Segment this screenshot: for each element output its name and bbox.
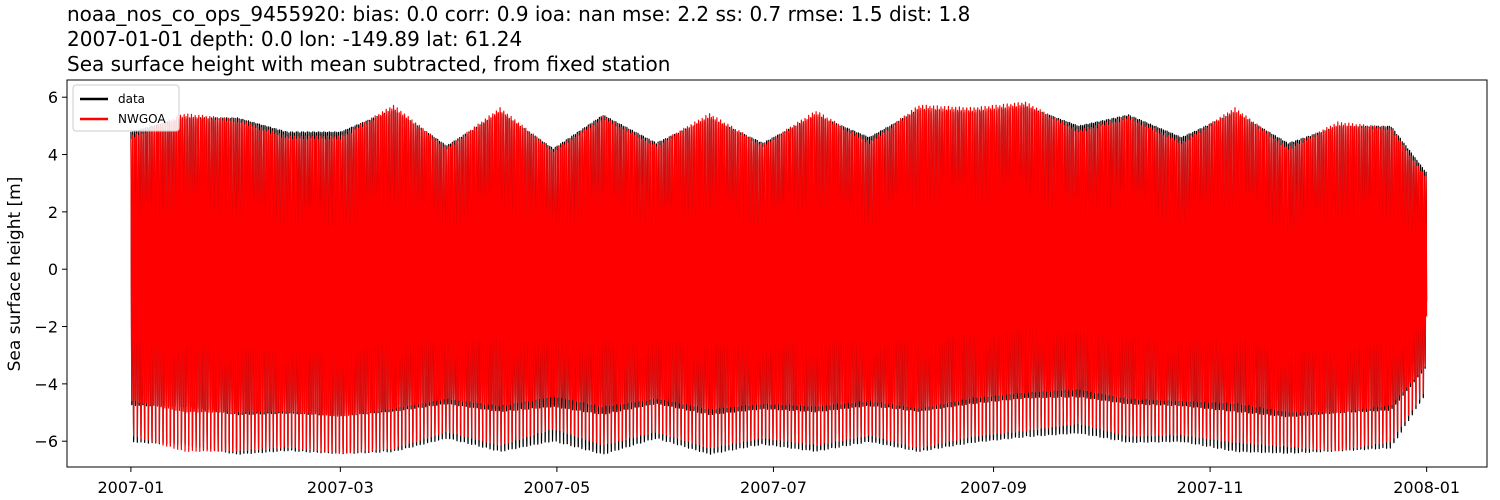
y-tick-label: −2 (34, 318, 58, 337)
y-tick-label: 2 (48, 203, 58, 222)
chart-title-line-1: noaa_nos_co_ops_9455920: bias: 0.0 corr:… (67, 2, 971, 26)
y-tick-label: 4 (48, 146, 58, 165)
plot-frame (66, 79, 1488, 468)
legend: data NWGOA (72, 84, 180, 132)
legend-label: NWGOA (118, 112, 166, 126)
y-tick-label: −4 (34, 375, 58, 394)
legend-label: data (118, 92, 145, 106)
x-tick-label: 2007-05 (523, 478, 590, 497)
y-axis: −6 −4 −2 0 2 4 6 (34, 88, 67, 451)
x-axis: 2007-01 2007-03 2007-05 2007-07 2007-09 2007-… (97, 467, 1460, 497)
series-line-nwgoa (130, 101, 1428, 454)
y-tick-label: −6 (34, 432, 58, 451)
y-tick-label: 6 (48, 88, 58, 107)
chart-title-line-2: 2007-01-01 depth: 0.0 lon: -149.89 lat: … (67, 27, 523, 51)
x-tick-label: 2007-03 (307, 478, 374, 497)
series-layer (130, 101, 1428, 455)
x-tick-label: 2008-01 (1393, 478, 1460, 497)
x-tick-label: 2007-07 (740, 478, 807, 497)
y-axis-label: Sea surface height [m] (5, 177, 25, 372)
x-tick-label: 2007-09 (960, 478, 1027, 497)
chart-title-line-3: Sea surface height with mean subtracted,… (67, 52, 671, 76)
chart-title-block: noaa_nos_co_ops_9455920: bias: 0.0 corr:… (67, 2, 1487, 77)
x-tick-label: 2007-11 (1177, 478, 1244, 497)
y-tick-label: 0 (48, 260, 58, 279)
x-tick-label: 2007-01 (97, 478, 164, 497)
